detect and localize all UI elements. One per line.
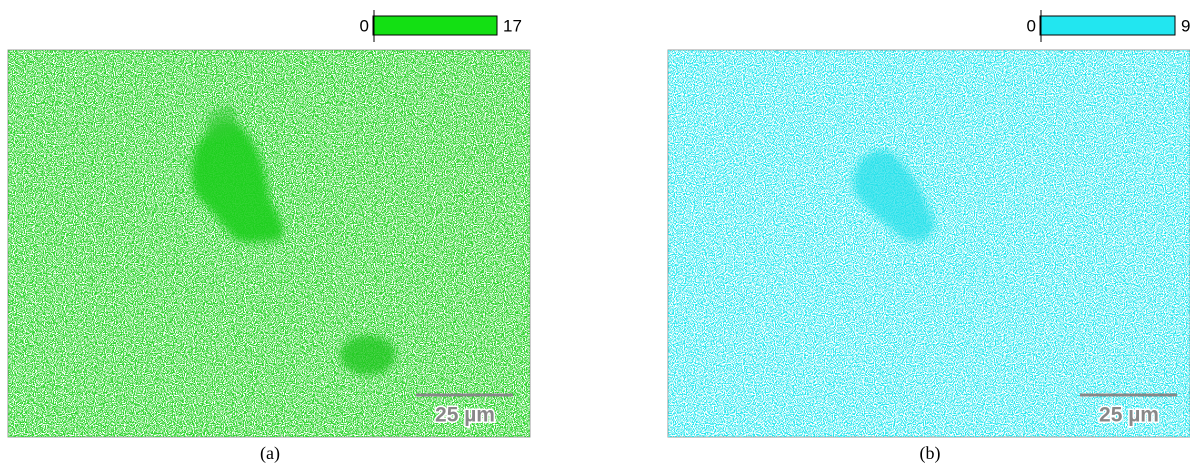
- colorbar: [373, 16, 497, 35]
- figure: 0 17 25 µm (a) 0 9 25 µm (b): [0, 0, 1190, 468]
- panel-b: 0 9 25 µm (b): [668, 10, 1190, 464]
- colorbar-max: 9: [1181, 16, 1190, 35]
- scale-bar-label: 25 µm: [1099, 404, 1159, 427]
- colorbar-max: 17: [503, 16, 522, 35]
- caption: (a): [260, 443, 280, 464]
- caption: (b): [920, 443, 941, 464]
- element-map: [8, 50, 530, 437]
- figure-canvas: 0 17 25 µm (a) 0 9 25 µm (b): [0, 0, 1190, 468]
- element-map: [668, 50, 1190, 437]
- colorbar-min: 0: [360, 16, 369, 35]
- colorbar-min: 0: [1027, 16, 1036, 35]
- colorbar: [1040, 16, 1175, 35]
- panel-a: 0 17 25 µm (a): [8, 10, 530, 464]
- scale-bar-label: 25 µm: [435, 404, 495, 427]
